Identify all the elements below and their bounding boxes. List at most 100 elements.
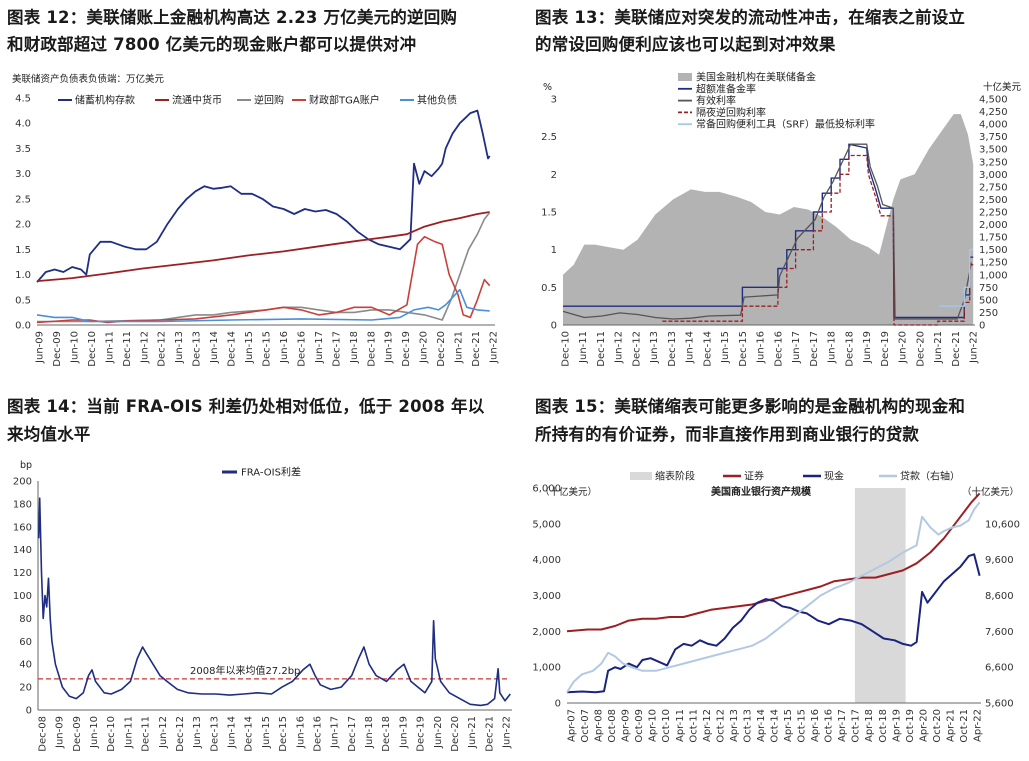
fig14-xtick-6: Dec-11 [141,716,152,752]
fig15-xtick-10: Apr-12 [702,709,713,742]
fig14-ytick-3: 60 [19,637,32,648]
fig12-xtick-2: Jun-10 [69,331,80,364]
fig13-xtick-23: Jun-22 [969,331,980,364]
fig13-ytick-left-5: 2.5 [541,132,557,143]
fig14-xtick-4: Dec-10 [106,716,117,752]
fig13-legend-label-3: 隔夜逆回购利率 [696,106,766,119]
fig13-xtick-9: Jun-15 [720,331,731,364]
fig15-shaded-period [854,488,906,703]
fig12-ytick-1: 0.5 [15,295,31,306]
fig13-series-2 [562,143,973,320]
fig13-xtick-0: Dec-10 [561,331,572,367]
fig14-ytick-7: 140 [13,545,32,556]
panel-fig15: 图表 15：美联储缩表可能更多影响的是金融机构的现金和 所持有的有价证券，而非直… [515,380,1029,761]
fig14-xtick-23: Jun-20 [433,716,444,749]
fig12-legend-label-1: 流通中货币 [172,94,222,107]
fig12-xtick-0: Jun-09 [35,331,46,364]
fig14-xtick-21: Jun-19 [398,716,409,749]
fig13-title-line2: 的常设回购便利应该也可以起到对冲效果 [535,35,836,54]
fig15-xtick-0: Apr-07 [567,709,578,742]
fig12-ytick-8: 4.0 [15,119,31,130]
fig14-ytick-1: 20 [19,683,32,694]
fig13-xtick-1: Jun-11 [578,331,589,364]
fig15-xtick-11: Oct-12 [715,709,726,743]
fig13-ytick-right-6: 1,500 [979,245,1008,256]
fig14-xtick-1: Jun-09 [55,716,66,749]
fig12-ytick-5: 2.5 [15,194,31,205]
fig15-ytick-left-1: 1,000 [532,663,561,674]
fig15-series-0 [566,492,981,633]
fig12-xtick-14: Jun-16 [279,331,290,364]
fig14-ytick-9: 180 [13,499,32,510]
fig14-ytick-0: 0 [26,706,32,717]
fig14-xtick-14: Dec-15 [278,716,289,752]
fig13-xtick-5: Jun-13 [649,331,660,364]
fig15-xtick-17: Oct-15 [797,709,808,743]
fig14-xtick-17: Jun-17 [330,716,341,749]
fig12-xtick-16: Jun-17 [314,331,325,364]
fig15-xtick-29: Oct-21 [959,709,970,743]
fig12-xtick-1: Dec-09 [52,331,63,367]
fig15-legend-swatch-shaded [630,472,652,480]
fig14-xtick-11: Jun-14 [227,716,238,749]
fig14-xtick-26: Dec-21 [484,716,495,752]
fig13-ytick-right-13: 3,250 [979,157,1008,168]
fig14-ytick-2: 40 [19,660,32,671]
fig15-ytick-right-5: 10,600 [985,519,1020,530]
fig12-xtick-5: Dec-11 [122,331,133,367]
fig13-ytick-right-16: 4,000 [979,120,1008,131]
fig13-legend-label-0: 美国金融机构在美联储备金 [696,71,816,84]
fig12-xtick-18: Jun-18 [349,331,360,364]
fig14-xtick-19: Jun-18 [364,716,375,749]
fig14-mean-label: 2008年以来均值27.2bp [190,664,300,677]
fig13-ytick-left-1: 0.5 [541,283,557,294]
fig12-xtick-19: Dec-18 [366,331,377,367]
fig13-legend-label-2: 有效利率 [696,94,736,107]
fig15-ytick-left-2: 2,000 [532,627,561,638]
fig13-title-line1: 图表 13：美联储应对突发的流动性冲击，在缩表之前设立 [535,8,966,27]
fig13-series-1 [563,143,974,319]
fig13-xtick-19: Jun-20 [898,331,909,364]
fig13-xtick-13: Jun-17 [791,331,802,364]
fig12-series-3 [36,235,491,324]
fig13-ytick-right-0: 0 [979,321,985,332]
fig15-xtick-23: Oct-18 [878,709,889,743]
fig12-xtick-15: Dec-16 [296,331,307,367]
fig12-xtick-22: Jun-20 [419,331,430,364]
fig14-xtick-15: Jun-16 [295,716,306,749]
fig15-ytick-left-6: 6,000 [532,484,561,495]
fig12-xtick-3: Dec-10 [87,331,98,367]
fig14-xtick-9: Jun-13 [192,716,203,749]
fig13-ytick-left-0: 0 [551,321,557,332]
fig12-xtick-17: Dec-17 [331,331,342,367]
fig15-xtick-4: Apr-09 [621,709,632,742]
fig13-ytick-right-14: 3,500 [979,145,1008,156]
fig13-series-0 [563,114,974,325]
fig15-ytick-right-4: 9,600 [985,555,1014,566]
fig13-ytick-right-12: 3,000 [979,170,1008,181]
fig13-ytick-right-18: 4,500 [979,95,1008,106]
fig14-ytick-5: 100 [13,591,32,602]
fig15-ytick-left-4: 4,000 [532,555,561,566]
fig14-title-line2: 来均值水平 [7,425,91,444]
fig15-xtick-19: Oct-16 [824,709,835,743]
fig13-ytick-left-2: 1 [551,245,557,256]
fig15-left-unit: （十亿美元） [540,486,597,498]
fig15-ytick-left-5: 5,000 [532,519,561,530]
fig15-ytick-right-3: 8,600 [985,591,1014,602]
fig15-xtick-21: Oct-17 [851,709,862,743]
fig15-ytick-right-2: 7,600 [985,627,1014,638]
fig15-legend-label-1: 现金 [824,470,844,483]
fig13-xtick-22: Dec-21 [951,331,962,367]
fig12-series-2 [37,211,491,323]
fig13-xtick-7: Jun-14 [685,331,696,364]
fig14-xtick-24: Dec-20 [450,716,461,752]
fig13-xtick-14: Dec-17 [809,331,820,367]
fig15-xtick-6: Apr-10 [648,709,659,742]
fig13-xtick-12: Dec-16 [773,331,784,367]
fig12-xtick-20: Jun-19 [384,331,395,364]
fig14-ytick-4: 80 [19,614,32,625]
fig13-ytick-right-10: 2,500 [979,195,1008,206]
fig12-series-4 [36,288,490,323]
fig14-xtick-18: Dec-17 [347,716,358,752]
